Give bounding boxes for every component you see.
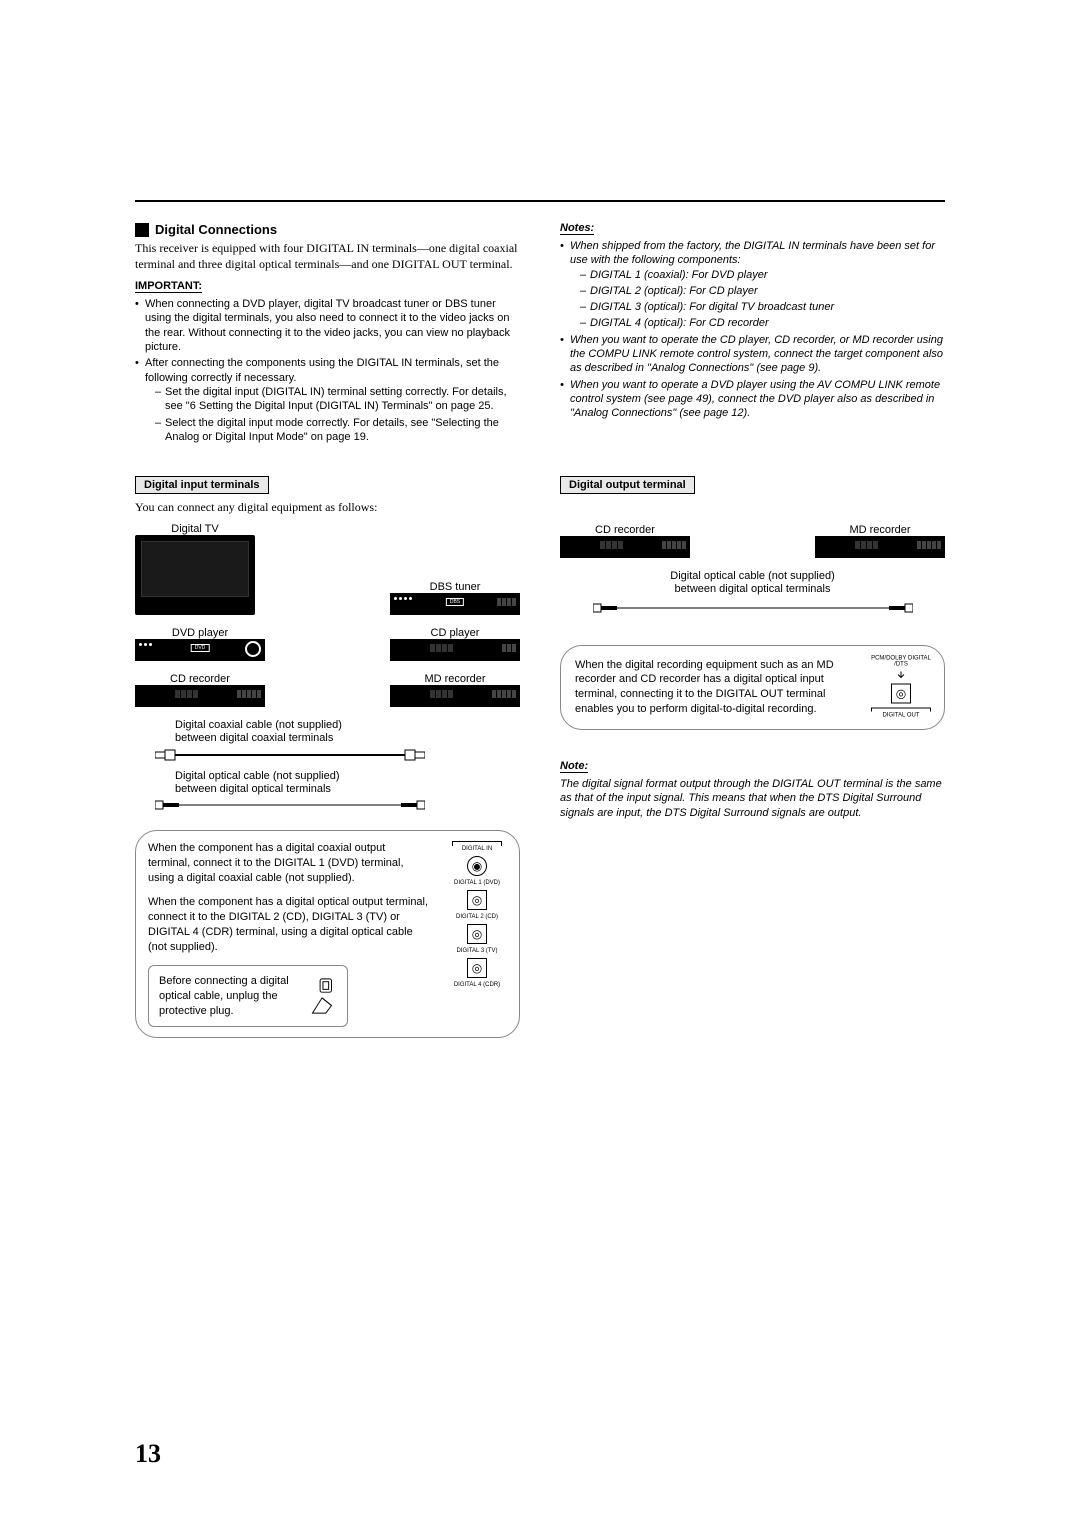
- note-body: The digital signal format output through…: [560, 777, 945, 820]
- callout-coax: When the component has a digital coaxial…: [148, 841, 429, 886]
- important-subitem: Set the digital input (DIGITAL IN) termi…: [155, 385, 520, 414]
- important-item: When connecting a DVD player, digital TV…: [135, 297, 520, 354]
- section-intro: This receiver is equipped with four DIGI…: [135, 241, 520, 272]
- connect-line: You can connect any digital equipment as…: [135, 500, 520, 515]
- input-terminals-label: Digital input terminals: [135, 476, 269, 494]
- output-callout: When the digital recording equipment suc…: [560, 645, 945, 730]
- top-divider: [135, 200, 945, 202]
- important-subitem: Select the digital input mode correctly.…: [155, 416, 520, 445]
- device-row: Digital TV DBS tuner DBS: [135, 523, 520, 615]
- optical-cable-label: Digital optical cable (not supplied) bet…: [175, 770, 520, 796]
- upper-columns: Digital Connections This receiver is equ…: [135, 222, 945, 446]
- section-title: Digital Connections: [135, 222, 520, 237]
- device-md-out: MD recorder: [815, 524, 945, 558]
- coax-cable-label: Digital coaxial cable (not supplied) bet…: [175, 719, 520, 745]
- notes-tail: When you want to operate the CD player, …: [560, 333, 945, 376]
- output-terminal-label: Digital output terminal: [560, 476, 695, 494]
- optical-port-icon: ◎: [467, 958, 487, 978]
- out-cable-label: Digital optical cable (not supplied) bet…: [560, 570, 945, 596]
- notes-item: DIGITAL 3 (optical): For digital TV broa…: [580, 300, 945, 314]
- notes-item: DIGITAL 1 (coaxial): For DVD player: [580, 268, 945, 282]
- bracket-icon: [871, 708, 931, 709]
- right-upper-col: Notes: When shipped from the factory, th…: [560, 222, 945, 446]
- right-lower-col: Digital output terminal CD recorder MD r…: [560, 476, 945, 1038]
- coax-port-icon: ◉: [467, 856, 487, 876]
- notes-item: DIGITAL 2 (optical): For CD player: [580, 284, 945, 298]
- device-md: MD recorder: [390, 673, 520, 707]
- notes-heading: Notes:: [560, 222, 594, 235]
- device-row: CD recorder MD recorder: [135, 673, 520, 707]
- optical-cable-icon: [155, 798, 425, 812]
- device-dbs: DBS tuner DBS: [390, 581, 520, 615]
- left-lower-col: Digital input terminals You can connect …: [135, 476, 520, 1038]
- device-row: DVD player DVD CD player: [135, 627, 520, 661]
- notes-body: When shipped from the factory, the DIGIT…: [560, 239, 945, 421]
- notes-item: DIGITAL 4 (optical): For CD recorder: [580, 316, 945, 330]
- lower-columns: Digital input terminals You can connect …: [135, 476, 945, 1038]
- optical-cable-icon: [593, 601, 913, 615]
- note-bottom-block: Note: The digital signal format output t…: [560, 760, 945, 820]
- device-tv: Digital TV: [135, 523, 255, 615]
- callout-plug: Before connecting a digital optical cabl…: [148, 965, 348, 1028]
- input-callout-group: When the component has a digital coaxial…: [135, 830, 520, 1038]
- bracket-icon: [452, 841, 502, 842]
- device-dvd: DVD player DVD: [135, 627, 265, 661]
- section-marker-icon: [135, 223, 149, 237]
- note-heading: Note:: [560, 760, 588, 773]
- important-block: IMPORTANT: When connecting a DVD player,…: [135, 280, 520, 444]
- protective-plug-icon: [303, 977, 341, 1015]
- optical-port-icon: ◎: [467, 890, 487, 910]
- optical-port-icon: ◎: [891, 684, 911, 704]
- device-cdr: CD recorder: [135, 673, 265, 707]
- callout-optical: When the component has a digital optical…: [148, 895, 429, 954]
- notes-tail: When you want to operate a DVD player us…: [560, 378, 945, 421]
- digital-in-panel: DIGITAL IN ◉ DIGITAL 1 (DVD) ◎ DIGITAL 2…: [445, 841, 509, 1027]
- device-cd: CD player: [390, 627, 520, 661]
- arrow-down-icon: [896, 672, 906, 680]
- important-item: After connecting the components using th…: [135, 356, 520, 444]
- notes-lead: When shipped from the factory, the DIGIT…: [560, 239, 945, 331]
- important-sublist: Set the digital input (DIGITAL IN) termi…: [145, 385, 520, 444]
- coax-cable-icon: [155, 748, 425, 762]
- optical-port-icon: ◎: [467, 924, 487, 944]
- section-title-text: Digital Connections: [155, 222, 277, 237]
- device-cdr-out: CD recorder: [560, 524, 690, 558]
- left-upper-col: Digital Connections This receiver is equ…: [135, 222, 520, 446]
- digital-out-panel: PCM/DOLBY DIGITAL /DTS ◎ DIGITAL OUT: [866, 656, 936, 719]
- important-list: When connecting a DVD player, digital TV…: [135, 297, 520, 444]
- important-heading: IMPORTANT:: [135, 280, 202, 293]
- device-row: CD recorder MD recorder: [560, 524, 945, 558]
- page-number: 13: [135, 1439, 161, 1469]
